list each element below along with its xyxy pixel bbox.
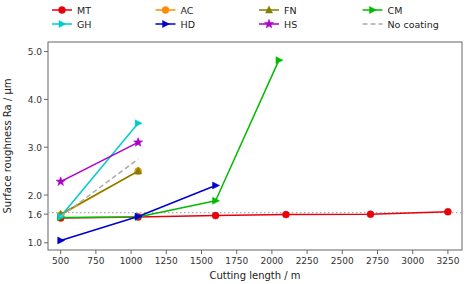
plot-frame — [48, 42, 462, 250]
legend-swatch — [363, 23, 383, 25]
point — [135, 120, 142, 127]
x-tick — [60, 250, 61, 254]
series — [58, 120, 142, 220]
point — [276, 57, 283, 64]
legend-item: No coating — [363, 19, 439, 30]
legend-item: CM — [363, 5, 403, 16]
x-tick-label: 1500 — [190, 256, 213, 266]
series — [56, 138, 143, 186]
legend-label: HD — [181, 19, 195, 30]
series — [58, 182, 220, 244]
legend-label: GH — [77, 19, 92, 30]
x-tick-label: 750 — [87, 256, 104, 266]
x-tick-label: 2250 — [296, 256, 319, 266]
point — [282, 211, 289, 218]
y-tick — [44, 214, 48, 215]
point — [213, 197, 220, 204]
legend-label: No coating — [388, 19, 439, 30]
x-tick-label: 2500 — [331, 256, 354, 266]
axes: 500 750 1000 1250 1500 1750 2000 2250 2500 2750 30… — [28, 47, 460, 266]
legend-label: CM — [388, 5, 403, 16]
point — [213, 182, 220, 189]
legend-label: FN — [284, 5, 297, 16]
series — [57, 168, 141, 219]
x-tick-label: 3000 — [401, 256, 424, 266]
series-line — [61, 171, 138, 215]
legend-item: MT — [52, 5, 91, 16]
x-tick-label: 2000 — [260, 256, 283, 266]
series-line — [61, 60, 279, 217]
x-tick — [412, 250, 413, 254]
x-tick — [342, 250, 343, 254]
point — [134, 138, 143, 147]
y-tick-label: 4.0 — [28, 95, 43, 105]
series-line — [61, 142, 138, 181]
legend-marker — [162, 7, 169, 14]
x-tick — [307, 250, 308, 254]
point — [135, 214, 142, 221]
point — [212, 212, 219, 219]
y-tick — [44, 195, 48, 196]
x-tick — [377, 250, 378, 254]
x-tick-label: 1750 — [225, 256, 248, 266]
point — [367, 211, 374, 218]
series-line — [61, 123, 138, 216]
x-tick — [447, 250, 448, 254]
y-tick-label: 1.0 — [28, 238, 43, 248]
y-tick — [44, 99, 48, 100]
x-tick — [95, 250, 96, 254]
point — [135, 167, 142, 174]
legend-item: HS — [259, 19, 297, 30]
legend-marker — [59, 7, 66, 14]
y-tick-label: 2.0 — [28, 191, 43, 201]
x-tick-label: 500 — [52, 256, 69, 266]
point — [58, 237, 65, 244]
legend-label: AC — [181, 5, 194, 16]
point — [56, 177, 65, 186]
y-tick-label: 1.6 — [28, 210, 43, 220]
legend-label: MT — [77, 5, 91, 16]
series — [58, 57, 283, 221]
legend-marker — [266, 6, 273, 13]
y-tick — [44, 147, 48, 148]
x-tick — [201, 250, 202, 254]
x-tick — [166, 250, 167, 254]
legend-item: GH — [52, 19, 92, 30]
legend: MT AC FN CM GH HD HS No coating — [52, 5, 439, 30]
series-line — [61, 159, 138, 216]
series — [61, 159, 138, 216]
plot-area — [48, 57, 462, 244]
legend-item: FN — [259, 5, 297, 16]
y-tick — [44, 242, 48, 243]
legend-marker — [59, 21, 66, 28]
legend-label: HS — [284, 19, 297, 30]
point — [444, 208, 451, 215]
legend-marker — [370, 7, 377, 14]
legend-marker — [264, 19, 273, 28]
y-tick-label: 3.0 — [28, 143, 43, 153]
x-tick — [236, 250, 237, 254]
series-line — [61, 185, 216, 240]
x-tick — [271, 250, 272, 254]
series-line — [61, 171, 138, 214]
point — [135, 213, 142, 220]
series — [57, 208, 451, 221]
x-tick-label: 2750 — [366, 256, 389, 266]
point — [135, 168, 142, 175]
x-tick-label: 3250 — [436, 256, 459, 266]
chart: 500 750 1000 1250 1500 1750 2000 2250 2500 2750 30… — [0, 0, 474, 284]
legend-marker — [163, 21, 170, 28]
y-tick-label: 5.0 — [28, 47, 43, 57]
y-tick — [44, 51, 48, 52]
legend-item: HD — [156, 19, 195, 30]
x-tick-label: 1250 — [155, 256, 178, 266]
y-axis-title: Surface roughness Ra / μm — [2, 78, 13, 213]
legend-item: AC — [156, 5, 194, 16]
x-axis-title: Cutting length / m — [209, 270, 300, 281]
x-tick-label: 1000 — [120, 256, 143, 266]
x-tick — [131, 250, 132, 254]
